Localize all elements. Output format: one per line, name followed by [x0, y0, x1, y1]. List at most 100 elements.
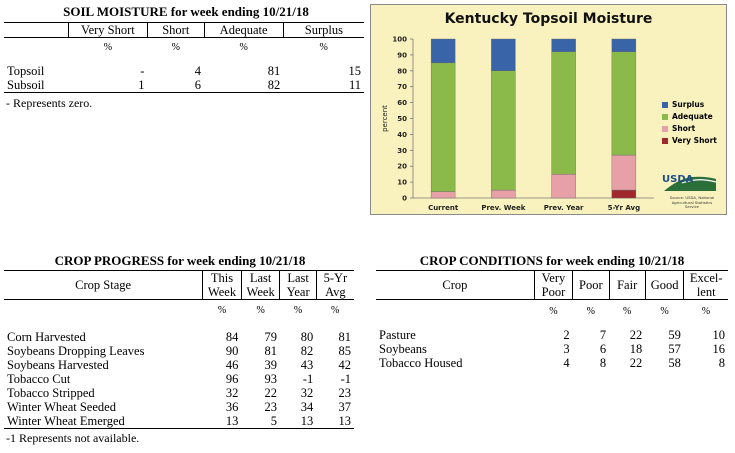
cell-value: 5 — [270, 413, 277, 428]
cell-value: 3 — [563, 341, 570, 356]
cell-value: 8 — [599, 355, 607, 370]
cond-unit: % — [701, 305, 711, 317]
cell-value: 8 — [718, 355, 725, 370]
row-label: Soybeans Harvested — [7, 357, 109, 372]
table-row: Tobacco Stripped 32 22 32 23 — [4, 386, 354, 400]
x-tick-label: 5-Yr Avg — [608, 204, 640, 212]
cell-value: -1 — [302, 371, 314, 386]
table-row: Winter Wheat Emerged 13 5 13 13 — [4, 413, 354, 428]
row-label: Winter Wheat Seeded — [7, 399, 116, 414]
crop-stage-header: Crop Stage — [4, 270, 203, 300]
crop-conditions-title: CROP CONDITIONS for week ending 10/21/18 — [419, 253, 685, 268]
row-label: Topsoil — [7, 63, 45, 78]
progress-unit-blank — [4, 300, 203, 322]
cell-value: 6 — [599, 341, 607, 356]
chart-title: Kentucky Topsoil Moisture — [444, 11, 653, 27]
soil-unit-blank — [4, 38, 68, 58]
cell-value: 82 — [267, 77, 281, 92]
chart-source-note: Source: USDA, National Agricultural Stat… — [669, 195, 715, 210]
crop-conditions-table: Crop Very Poor Poor Fair Good Excel- len… — [376, 270, 728, 370]
soil-moisture-table: Very Short Short Adequate Surplus % % % … — [4, 22, 364, 93]
cell-value: 39 — [264, 357, 277, 372]
soil-header-surplus: Surplus — [282, 22, 364, 38]
chart-legend: Surplus Adequate Short Very Short — [662, 100, 717, 148]
bar-segment-surplus — [551, 38, 576, 52]
cell-value: 22 — [629, 327, 643, 342]
table-row: Winter Wheat Seeded 36 23 34 37 — [4, 400, 354, 414]
y-tick-label: 30 — [397, 147, 407, 155]
bar-segment-surplus — [430, 38, 456, 64]
y-tick-label: 20 — [397, 163, 407, 171]
cell-value: 13 — [300, 413, 314, 428]
header-line: Last — [249, 271, 272, 285]
progress-unit: % — [217, 304, 227, 316]
x-tick-label: Prev. Week — [481, 204, 525, 212]
cell-value: 23 — [338, 385, 352, 400]
chart-plot: 0 10 20 30 40 50 60 70 80 90 100 percent Current Prev… — [381, 36, 654, 212]
legend-item: Adequate — [662, 112, 717, 121]
cell-value: 43 — [300, 357, 314, 372]
legend-item: Very Short — [662, 136, 717, 145]
row-label: Soybeans Dropping Leaves — [7, 343, 145, 358]
legend-swatch — [662, 102, 668, 108]
table-row: Topsoil - 4 81 15 — [4, 64, 364, 78]
header-line: This — [210, 271, 234, 285]
cond-header-very-poor: Very Poor — [533, 270, 573, 300]
crop-progress-title: CROP PROGRESS for week ending 10/21/18 — [54, 253, 306, 268]
cell-value: 59 — [668, 327, 681, 342]
soil-corner-cell — [4, 23, 68, 38]
cond-unit: % — [549, 305, 558, 317]
header-line: Poor — [541, 285, 566, 299]
cell-value: 32 — [300, 385, 314, 400]
topsoil-moisture-chart: Kentucky Topsoil Moisture 0 10 20 30 40 50 60 7… — [370, 4, 727, 215]
crop-header: Crop — [442, 278, 468, 292]
y-axis-label: percent — [381, 105, 389, 132]
cond-header-excellent: Excel- lent — [683, 270, 728, 300]
crop-progress-note: -1 Represents not available. — [6, 431, 140, 445]
y-tick-label: 90 — [397, 51, 407, 59]
cond-unit: % — [586, 305, 596, 317]
bar-segment-adequate — [551, 51, 576, 175]
cell-value: 80 — [300, 329, 314, 344]
soil-header-adequate: Adequate — [203, 22, 284, 38]
cell-value: 58 — [668, 355, 681, 370]
cond-unit-blank — [376, 300, 534, 324]
row-label: Pasture — [379, 327, 416, 342]
header-line: Last — [287, 271, 309, 285]
usda-logo: USDA — [662, 173, 718, 195]
y-tick-label: 70 — [397, 83, 407, 91]
cell-value: 16 — [712, 341, 726, 356]
cell-value: 84 — [225, 329, 239, 344]
y-tick-label: 10 — [397, 179, 407, 187]
bar-segment-short — [611, 154, 637, 191]
bar-segment-adequate — [491, 70, 516, 191]
header-line: lent — [696, 285, 716, 299]
cell-value: 81 — [338, 329, 352, 344]
legend-label: Adequate — [672, 112, 713, 121]
table-row: Soybeans Dropping Leaves 90 81 82 85 — [4, 344, 354, 358]
progress-unit: % — [293, 304, 303, 316]
bar-segment-short — [551, 173, 576, 199]
bar-segment-surplus — [491, 38, 516, 71]
crop-progress-table: Crop Stage This Last Last 5-Yr Week Week… — [4, 270, 354, 429]
progress-header-last-week-2: Week — [240, 285, 280, 300]
cell-value: 7 — [599, 327, 607, 342]
cell-value: 85 — [338, 343, 352, 358]
soil-unit: % — [319, 41, 328, 53]
cell-value: 4 — [563, 355, 570, 370]
cell-value: 81 — [267, 63, 281, 78]
cond-unit: % — [660, 305, 669, 317]
cell-value: 36 — [225, 399, 239, 414]
cell-value: 82 — [300, 343, 314, 358]
table-row: Corn Harvested 84 79 80 81 — [4, 330, 354, 344]
usda-logo-mark — [664, 176, 717, 191]
cell-value: 23 — [264, 399, 277, 414]
cell-value: 13 — [338, 413, 352, 428]
cell-value: 32 — [225, 385, 239, 400]
table-row: Pasture 2 7 22 59 10 — [376, 328, 728, 342]
legend-item: Surplus — [662, 100, 717, 109]
cell-value: 93 — [264, 371, 277, 386]
progress-header-this-week: This — [202, 270, 242, 285]
soil-unit: % — [103, 41, 113, 53]
cell-value: 15 — [348, 63, 362, 78]
